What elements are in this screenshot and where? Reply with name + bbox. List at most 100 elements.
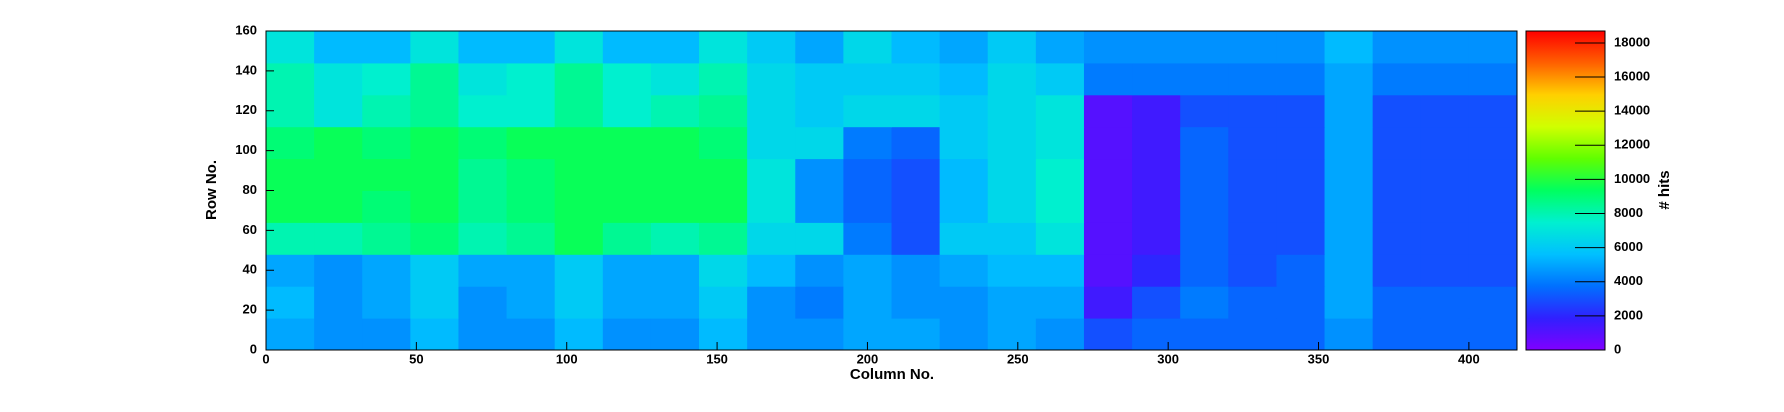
heatmap-cell — [699, 94, 748, 128]
heatmap-cell — [1180, 286, 1229, 319]
heatmap-cell — [1468, 222, 1518, 255]
heatmap-cell — [891, 190, 941, 223]
heatmap-cell — [1420, 31, 1470, 64]
x-tick-label: 300 — [1157, 351, 1179, 366]
heatmap-cell — [1276, 254, 1326, 287]
heatmap-cell — [1132, 62, 1181, 96]
heatmap-cell — [1228, 222, 1277, 255]
heatmap-cell — [1083, 286, 1133, 319]
heatmap-cell — [650, 62, 700, 96]
heatmap-cell — [554, 62, 604, 96]
heatmap-cell — [506, 254, 556, 287]
heatmap-cell — [602, 318, 652, 351]
heatmap-cell — [795, 254, 844, 287]
heatmap-cell — [506, 62, 556, 96]
x-axis-title: Column No. — [850, 366, 934, 383]
heatmap-cell — [699, 126, 748, 160]
heatmap-cell — [602, 286, 652, 319]
heatmap-cell — [362, 318, 411, 351]
heatmap-cell — [1083, 31, 1133, 64]
heatmap-cell — [1276, 318, 1326, 351]
heatmap-cell — [1035, 94, 1085, 128]
colorbar — [1525, 30, 1606, 351]
y-axis-title: Row No. — [203, 160, 220, 220]
heatmap-cell — [891, 254, 941, 287]
heatmap-cell — [1276, 31, 1326, 64]
heatmap-cell — [1035, 254, 1085, 287]
heatmap-cell — [1276, 62, 1326, 96]
heatmap-cell — [843, 286, 892, 319]
heatmap-cell — [987, 222, 1037, 255]
heatmap-cell — [1228, 318, 1277, 351]
heatmap-cell — [506, 94, 556, 128]
y-tick-label: 120 — [235, 102, 257, 117]
heatmap-cell — [602, 94, 652, 128]
heatmap-cell — [1035, 286, 1085, 319]
x-tick-label: 400 — [1458, 351, 1480, 366]
heatmap-cell — [1420, 126, 1470, 160]
heatmap-cell — [1420, 286, 1470, 319]
heatmap-cell — [1276, 222, 1326, 255]
heatmap-cell — [554, 222, 604, 255]
heatmap-cell — [699, 62, 748, 96]
heatmap-cell — [987, 126, 1037, 160]
heatmap-cell — [554, 190, 604, 223]
heatmap-cell — [1228, 254, 1277, 287]
heatmap-cell — [410, 254, 459, 287]
heatmap-cell — [1035, 126, 1085, 160]
heatmap-cell — [987, 190, 1037, 223]
heatmap-cell — [1372, 318, 1422, 351]
heatmap-cell — [314, 222, 363, 255]
heatmap-cell — [1372, 94, 1422, 128]
heatmap-cell — [314, 190, 363, 223]
heatmap-cell — [699, 222, 748, 255]
colorbar-tick-label: 6000 — [1614, 239, 1643, 254]
heatmap-cell — [939, 126, 989, 160]
heatmap-cell — [795, 158, 844, 191]
heatmap-cell — [1276, 190, 1326, 223]
heatmap-cell — [1132, 318, 1181, 351]
heatmap-cell — [1372, 286, 1422, 319]
heatmap-cell — [1324, 286, 1374, 319]
heatmap-cell — [1324, 254, 1374, 287]
heatmap-cell — [554, 286, 604, 319]
heatmap-cell — [314, 254, 363, 287]
heatmap-cell — [1276, 286, 1326, 319]
heatmap-cell — [1276, 126, 1326, 160]
heatmap-cell — [1468, 254, 1518, 287]
heatmap-cell — [506, 126, 556, 160]
heatmap-cell — [1132, 222, 1181, 255]
colorbar-tick-label: 18000 — [1614, 34, 1650, 49]
heatmap-cell — [458, 62, 508, 96]
heatmap-cell — [795, 190, 844, 223]
colorbar-tick-label: 0 — [1614, 341, 1621, 356]
heatmap-cell — [747, 318, 796, 351]
heatmap-cell — [1468, 31, 1518, 64]
heatmap-cell — [1324, 222, 1374, 255]
heatmap-cell — [1180, 126, 1229, 160]
heatmap-cell — [506, 286, 556, 319]
heatmap-cell — [314, 126, 363, 160]
heatmap-cell — [602, 126, 652, 160]
y-tick-label: 160 — [235, 22, 257, 37]
heatmap-cells — [266, 31, 1518, 351]
heatmap-cell — [1083, 126, 1133, 160]
heatmap-cell — [554, 126, 604, 160]
heatmap-cell — [314, 94, 363, 128]
heatmap-cell — [843, 31, 892, 64]
heatmap-cell — [650, 31, 700, 64]
heatmap-cell — [1420, 190, 1470, 223]
heatmap-cell — [1228, 190, 1277, 223]
heatmap-cell — [891, 94, 941, 128]
heatmap-cell — [1324, 31, 1374, 64]
heatmap-cell — [650, 222, 700, 255]
heatmap-cell — [1228, 94, 1277, 128]
heatmap-cell — [602, 62, 652, 96]
heatmap-cell — [795, 318, 844, 351]
heatmap-cell — [506, 158, 556, 191]
heatmap-cell — [747, 94, 796, 128]
heatmap-cell — [362, 62, 411, 96]
heatmap-cell — [458, 94, 508, 128]
x-tick-label: 50 — [409, 351, 423, 366]
heatmap-cell — [1083, 318, 1133, 351]
